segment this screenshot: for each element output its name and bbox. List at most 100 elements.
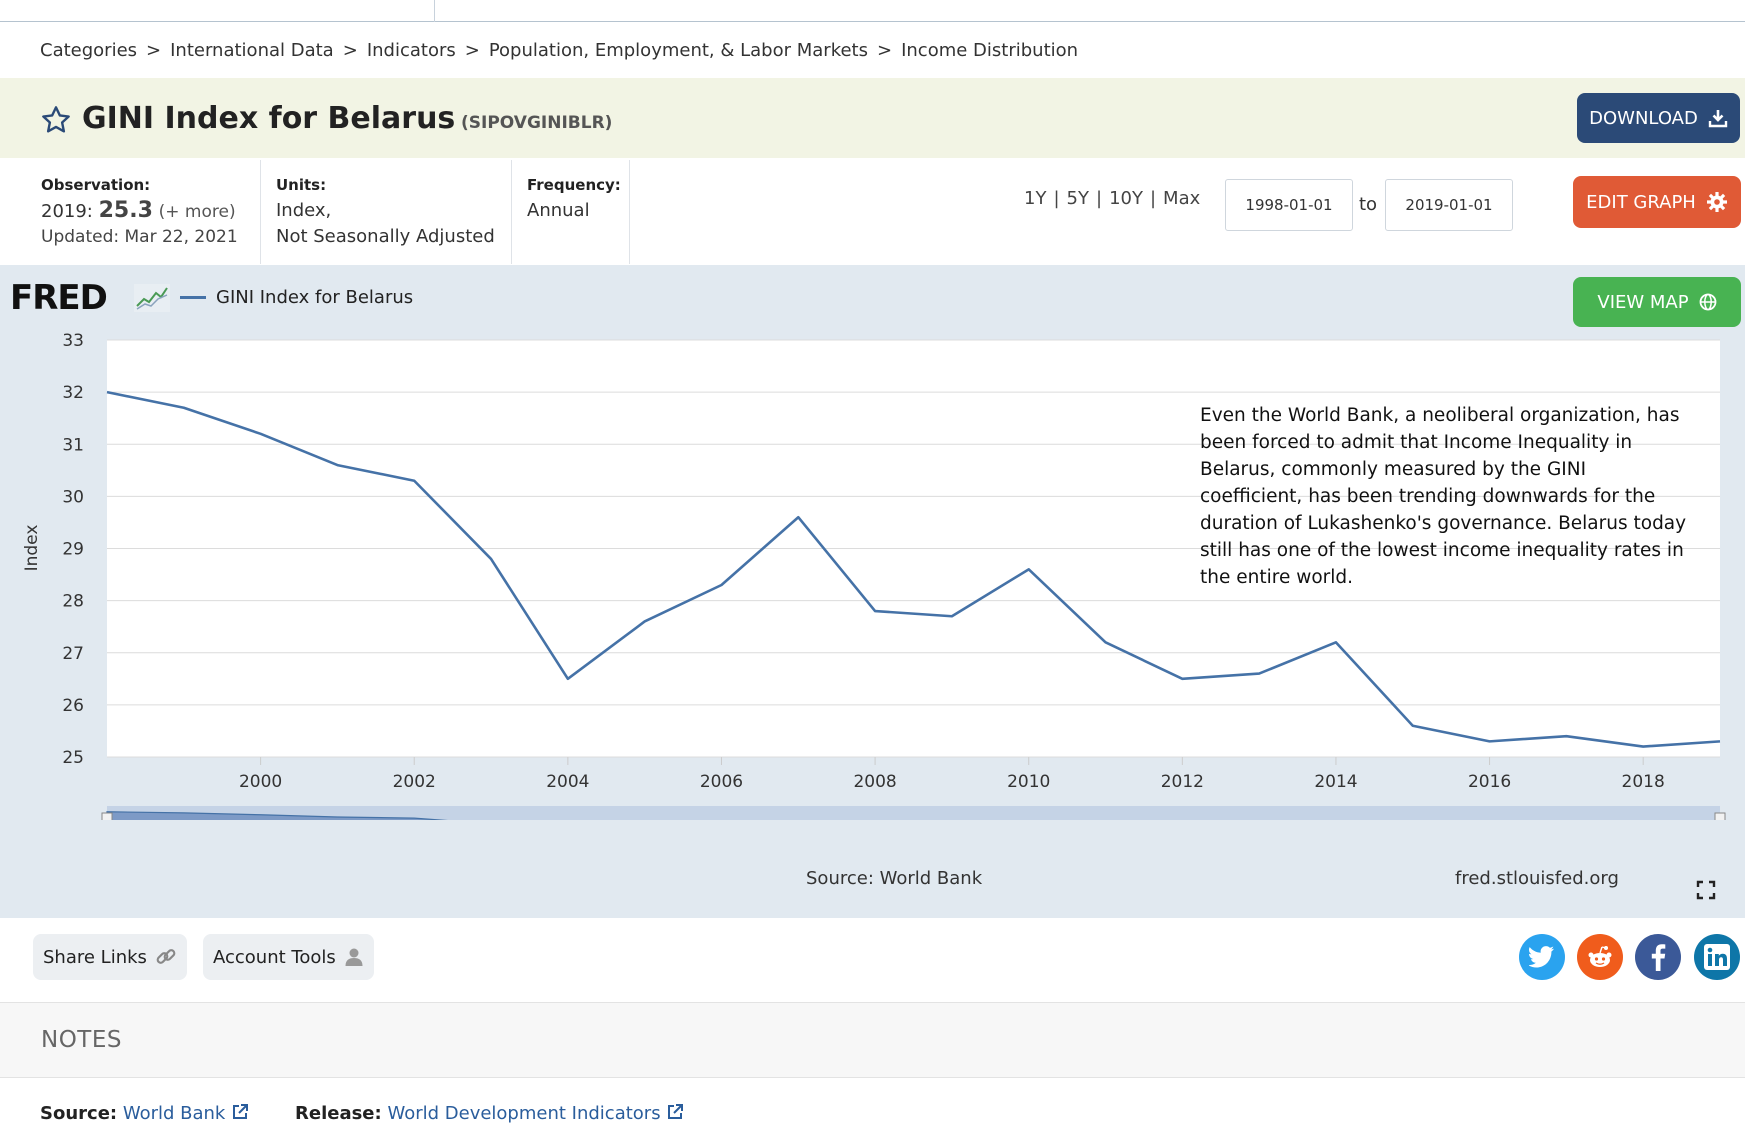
observation-year: 2019: (41, 201, 93, 222)
y-tick-label: 26 (62, 696, 84, 716)
fullscreen-icon[interactable] (1696, 880, 1716, 900)
breadcrumb-item-income-distribution[interactable]: Income Distribution (901, 40, 1079, 61)
navigator-handle[interactable] (1714, 812, 1726, 820)
data-point (565, 676, 571, 682)
more-link[interactable]: (+ more) (158, 202, 236, 222)
release-line: Release: World Development Indicators (295, 1103, 684, 1124)
data-point (872, 608, 878, 614)
units-label: Units: (276, 176, 327, 194)
range-divider: | (1053, 188, 1060, 209)
chart-source: Source: World Bank (806, 868, 983, 889)
series-line (106, 390, 1721, 748)
fred-graph-icon (134, 284, 170, 312)
breadcrumb: Categories > International Data > Indicators… (40, 40, 1078, 61)
legend-label: GINI Index for Belarus (216, 287, 414, 308)
frequency-value: Annual (527, 200, 590, 221)
navigator-handle[interactable] (101, 812, 113, 820)
data-point (1103, 639, 1109, 645)
y-axis-ticks: 25 26 27 28 29 30 31 32 33 (62, 331, 84, 768)
share-links-label: Share Links (43, 946, 147, 968)
to-label: to (1359, 194, 1378, 215)
range-divider: | (1149, 188, 1157, 209)
data-point (1026, 566, 1032, 572)
observation-value-row: 2019: 25.3 (+ more) (41, 198, 260, 225)
breadcrumb-separator: > (877, 40, 893, 61)
data-point (1640, 744, 1646, 750)
range-5y[interactable]: 5Y (1066, 188, 1089, 209)
data-point (1256, 671, 1262, 677)
fred-url[interactable]: fred.stlouisfed.org (1455, 868, 1619, 889)
data-point (718, 582, 724, 588)
data-point (1410, 723, 1416, 729)
y-tick-label: 25 (62, 748, 84, 768)
reddit-icon[interactable] (1577, 934, 1623, 980)
edit-graph-button[interactable]: EDIT GRAPH (1573, 176, 1741, 228)
chart-annotation: Even the World Bank, a neoliberal organi… (1200, 405, 1687, 588)
end-date-input[interactable]: 2019-01-01 (1385, 179, 1513, 231)
gear-icon (1706, 192, 1727, 212)
units-line2: Not Seasonally Adjusted (276, 226, 495, 247)
linkedin-icon[interactable] (1694, 934, 1740, 980)
account-tools-label: Account Tools (213, 946, 336, 968)
x-axis-ticks: 2000 2002 2004 2006 2008 2010 2012 2014 2016 2018 (239, 757, 1665, 792)
frequency-label: Frequency: (527, 176, 621, 194)
top-bar-divider (434, 0, 435, 22)
y-tick-label: 28 (62, 592, 84, 612)
chart-legend: GINI Index for Belarus (180, 287, 413, 308)
data-point (1179, 676, 1185, 682)
legend-swatch (180, 296, 206, 299)
series-id: (SIPOVGINIBLR) (461, 113, 613, 133)
data-point (334, 462, 340, 468)
link-icon (156, 949, 176, 964)
breadcrumb-item-population[interactable]: Population, Employment, & Labor Markets (488, 40, 868, 61)
view-map-label: VIEW MAP (1597, 291, 1689, 313)
twitter-icon[interactable] (1519, 934, 1565, 980)
download-button[interactable]: DOWNLOAD (1577, 93, 1740, 143)
range-1y[interactable]: 1Y (1024, 188, 1047, 209)
source-label: Source: (40, 1103, 118, 1124)
breadcrumb-separator: > (146, 40, 162, 61)
range-navigator[interactable]: 2000200520102015 (101, 806, 1726, 820)
release-link[interactable]: World Development Indicators (387, 1103, 661, 1124)
notes-section (0, 1002, 1745, 1078)
breadcrumb-separator: > (342, 40, 358, 61)
range-divider: | (1095, 188, 1103, 209)
y-tick-label: 29 (62, 540, 84, 560)
breadcrumb-item-categories[interactable]: Categories (40, 40, 138, 61)
y-tick-label: 27 (62, 644, 84, 664)
breadcrumb-separator: > (464, 40, 480, 61)
x-tick-label: 2010 (1007, 772, 1050, 792)
y-tick-label: 32 (62, 383, 84, 403)
external-link-icon[interactable] (231, 1103, 249, 1121)
source-link[interactable]: World Bank (122, 1103, 226, 1124)
range-10y[interactable]: 10Y (1109, 188, 1143, 209)
account-tools-button[interactable]: Account Tools (203, 934, 374, 980)
star-icon[interactable] (40, 104, 72, 136)
range-max[interactable]: Max (1163, 188, 1201, 209)
share-links-button[interactable]: Share Links (33, 934, 187, 980)
y-axis-label: Index (22, 525, 42, 572)
units-block: Units: Index, Not Seasonally Adjusted (261, 160, 512, 264)
download-icon (1708, 110, 1728, 128)
navigator-track (107, 806, 1720, 820)
x-tick-label: 2000 (239, 772, 282, 792)
view-map-button[interactable]: VIEW MAP (1573, 277, 1741, 327)
data-point (411, 478, 417, 484)
data-point (488, 556, 494, 562)
breadcrumb-item-indicators[interactable]: Indicators (366, 40, 456, 61)
x-tick-label: 2002 (393, 772, 436, 792)
external-link-icon[interactable] (666, 1103, 684, 1121)
navigator-area (106, 811, 449, 820)
data-point (1487, 738, 1493, 744)
notes-title: NOTES (41, 1027, 122, 1053)
observation-label: Observation: (41, 176, 151, 194)
y-tick-label: 30 (62, 487, 84, 507)
facebook-icon[interactable] (1635, 934, 1681, 980)
x-tick-label: 2008 (853, 772, 896, 792)
data-point (642, 618, 648, 624)
start-date-input[interactable]: 1998-01-01 (1225, 179, 1353, 231)
breadcrumb-item-international-data[interactable]: International Data (170, 40, 334, 61)
range-selector: 1Y | 5Y | 10Y | Max (1024, 188, 1200, 209)
data-point (181, 405, 187, 411)
edit-graph-label: EDIT GRAPH (1586, 191, 1696, 213)
